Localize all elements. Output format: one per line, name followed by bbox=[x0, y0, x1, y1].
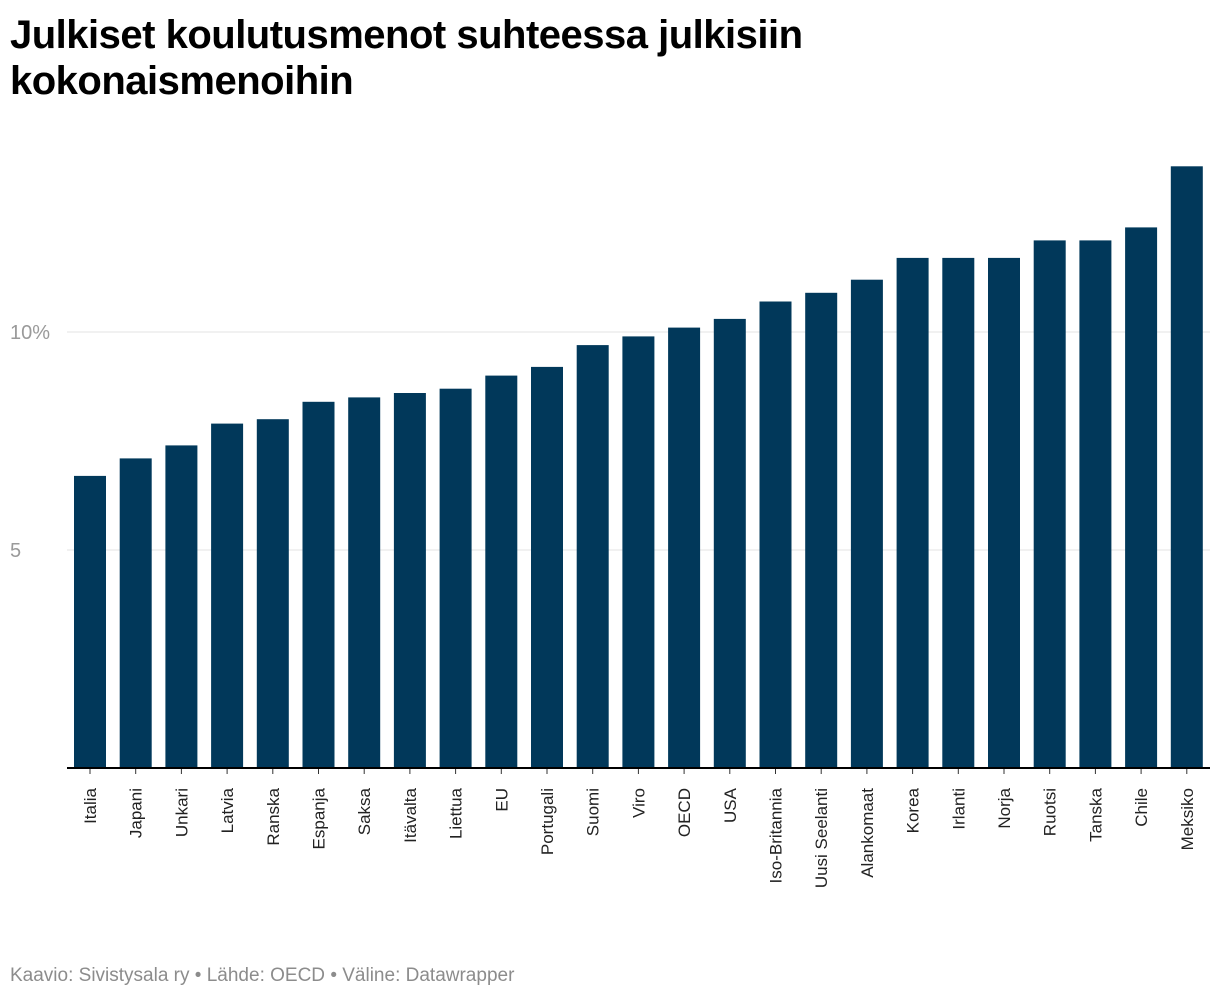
bar-usa bbox=[713, 318, 746, 768]
bar-japani bbox=[119, 458, 152, 768]
category-label: Saksa bbox=[355, 787, 374, 835]
bar-korea bbox=[896, 257, 929, 768]
bar-unkari bbox=[165, 445, 198, 768]
category-label: OECD bbox=[675, 788, 694, 837]
y-tick-label: 10% bbox=[10, 322, 50, 344]
category-label: Ranska bbox=[264, 787, 283, 845]
bar-tanska bbox=[1079, 240, 1112, 768]
category-label: Norja bbox=[995, 787, 1014, 828]
bar-chart: 5 10% Italia Japani Unkari Latvia Ranska Espan… bbox=[10, 166, 1210, 888]
category-label: Irlanti bbox=[949, 788, 968, 830]
category-label: Suomi bbox=[584, 788, 603, 836]
bar-liettua bbox=[439, 388, 472, 768]
category-label: Uusi Seelanti bbox=[812, 788, 831, 888]
bar-ruotsi bbox=[1033, 240, 1066, 768]
category-label: USA bbox=[721, 787, 740, 823]
bar-portugali bbox=[531, 366, 563, 768]
bar-norja bbox=[988, 257, 1020, 768]
category-label: Unkari bbox=[172, 788, 191, 837]
bar-irlanti bbox=[942, 257, 975, 768]
footer-source: Lähde: OECD bbox=[206, 965, 326, 986]
bar-italia bbox=[74, 475, 106, 768]
category-label: Viro bbox=[629, 788, 648, 818]
bar-espanja bbox=[302, 401, 335, 768]
bars bbox=[74, 166, 1203, 769]
category-label: Alankomaat bbox=[858, 788, 877, 878]
category-label: Ruotsi bbox=[1041, 788, 1060, 836]
bar-alankomaat bbox=[850, 279, 883, 768]
footer-tool: Väline: Datawrapper bbox=[342, 965, 515, 986]
category-label: Japani bbox=[127, 788, 146, 838]
x-axis bbox=[67, 767, 1210, 774]
bar-eu bbox=[485, 375, 518, 768]
bar-chile bbox=[1125, 227, 1158, 768]
bar-meksiko bbox=[1170, 166, 1203, 769]
category-label: Meksiko bbox=[1178, 788, 1197, 850]
category-label: Liettua bbox=[447, 787, 466, 839]
bar-itävalta bbox=[393, 393, 426, 768]
footer-separator-2: • bbox=[330, 965, 337, 986]
y-tick-label: 5 bbox=[10, 540, 21, 562]
footer-credit: Kaavio: Sivistysala ry bbox=[10, 965, 190, 986]
category-label: EU bbox=[492, 788, 511, 812]
chart-title: Julkiset koulutusmenot suhteessa julkisi… bbox=[10, 13, 803, 103]
category-label: Itävalta bbox=[401, 787, 420, 842]
bar-suomi bbox=[576, 345, 609, 768]
bar-uusi-seelanti bbox=[805, 292, 838, 768]
bar-viro bbox=[622, 336, 655, 768]
y-axis-ticks: 5 10% bbox=[10, 322, 50, 562]
category-label: Portugali bbox=[538, 788, 557, 855]
category-labels: Italia Japani Unkari Latvia Ranska Espanja Sak… bbox=[81, 787, 1197, 888]
bar-ranska bbox=[256, 419, 289, 768]
category-label: Espanja bbox=[310, 787, 329, 849]
category-label: Latvia bbox=[218, 787, 237, 833]
bar-latvia bbox=[211, 423, 244, 768]
category-label: Italia bbox=[81, 787, 100, 823]
footer: Kaavio: Sivistysala ry • Lähde: OECD • V… bbox=[10, 965, 514, 987]
category-label: Chile bbox=[1132, 788, 1151, 827]
category-label: Tanska bbox=[1086, 787, 1105, 841]
bar-iso-britannia bbox=[759, 301, 792, 768]
bar-saksa bbox=[348, 397, 381, 768]
footer-separator-1: • bbox=[194, 965, 202, 986]
category-label: Korea bbox=[904, 787, 923, 833]
bar-oecd bbox=[668, 327, 701, 768]
category-label: Iso-Britannia bbox=[767, 787, 786, 883]
